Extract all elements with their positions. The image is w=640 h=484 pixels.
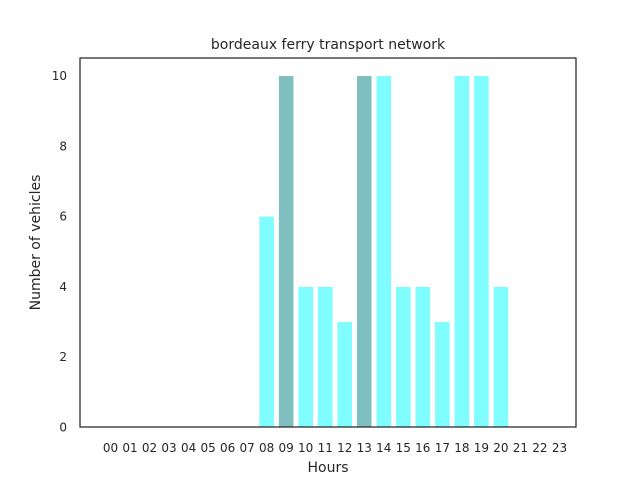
bar-19: [473, 75, 490, 428]
x-tick-label: 01: [122, 441, 137, 455]
x-tick-label: 09: [279, 441, 294, 455]
bar-20: [492, 285, 510, 428]
y-axis-ticks: 0 2 4 6 8 10: [52, 69, 67, 434]
x-tick-label: 18: [454, 441, 469, 455]
x-tick-label: 06: [220, 441, 235, 455]
chart-title: bordeaux ferry transport network: [211, 37, 446, 53]
y-axis-label: Number of vehicles: [28, 175, 44, 311]
x-tick-label: 14: [376, 441, 391, 455]
x-tick-label: 12: [337, 441, 352, 455]
x-tick-label: 08: [259, 441, 274, 455]
y-tick-label: 6: [59, 210, 67, 224]
x-tick-label: 21: [513, 441, 528, 455]
plot-frame: [79, 57, 577, 428]
y-tick-label: 4: [59, 280, 67, 294]
x-tick-label: 20: [493, 441, 508, 455]
x-tick-label: 02: [142, 441, 157, 455]
x-tick-label: 17: [435, 441, 450, 455]
y-tick-label: 8: [59, 139, 67, 153]
x-axis-ticks: 00 01 02 03 04 05 06 07 08 09 10 11 12 13 14 15 16 17 18 19…: [103, 441, 567, 455]
x-tick-label: 16: [415, 441, 430, 455]
x-tick-label: 07: [239, 441, 254, 455]
x-tick-label: 19: [474, 441, 489, 455]
bar-17: [434, 321, 451, 428]
x-tick-label: 05: [200, 441, 215, 455]
bar-14: [375, 75, 393, 428]
bar-10: [297, 285, 314, 428]
x-tick-label: 10: [298, 441, 313, 455]
x-tick-label: 23: [552, 441, 567, 455]
x-tick-label: 00: [103, 441, 118, 455]
x-tick-label: 04: [181, 441, 196, 455]
bar-13: [355, 75, 373, 428]
bar-11: [316, 285, 334, 428]
x-tick-label: 22: [532, 441, 547, 455]
bar-08: [258, 215, 275, 428]
bar-18: [453, 75, 471, 428]
y-tick-label: 2: [59, 350, 67, 364]
y-tick-label: 0: [59, 421, 67, 435]
bar-15: [395, 285, 412, 428]
x-tick-label: 03: [161, 441, 176, 455]
bar-09: [277, 75, 295, 428]
x-tick-label: 15: [396, 441, 411, 455]
bar-12: [336, 321, 354, 428]
bar-16: [414, 285, 432, 428]
y-tick-label: 10: [52, 69, 67, 83]
x-tick-label: 13: [357, 441, 372, 455]
x-tick-label: 11: [318, 441, 333, 455]
x-axis-label: Hours: [307, 460, 348, 476]
